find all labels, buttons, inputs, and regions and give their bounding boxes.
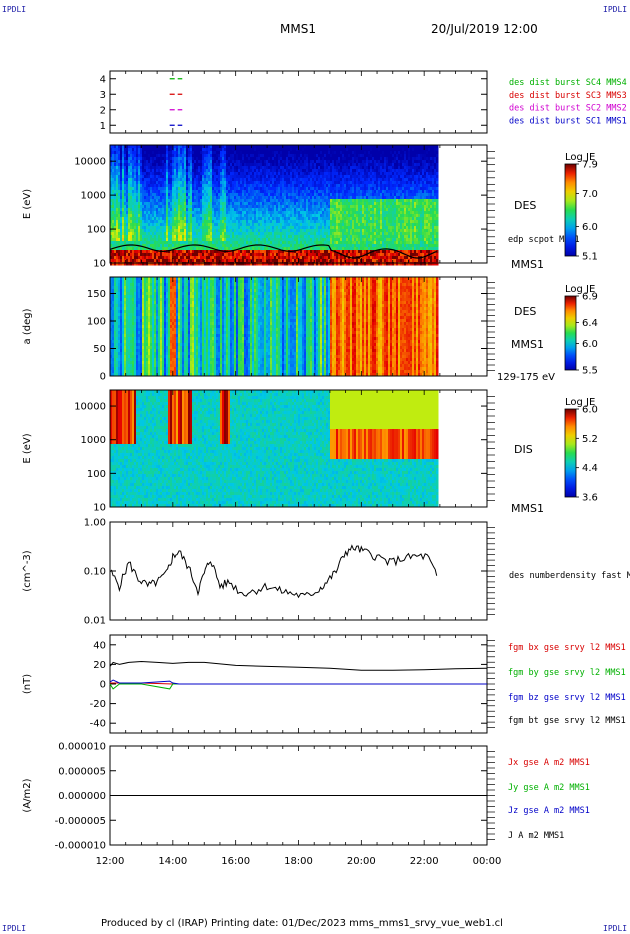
colorbar-tick-label-3: 4.4 — [582, 463, 598, 474]
density-line — [109, 544, 438, 599]
y-axis-label-1: E (eV) — [22, 189, 33, 219]
colorbar-title-3: Log JE — [565, 397, 595, 408]
y-tick-label-3: 10000 — [74, 402, 106, 413]
colorbar-tick-label-1: 6.0 — [582, 222, 598, 233]
y-tick-label-2: 0 — [100, 372, 106, 383]
y-tick-label-5: 40 — [93, 640, 106, 651]
y-tick-label-6: 0.000000 — [58, 791, 106, 802]
legend-density: des numberdensity fast M — [509, 571, 630, 581]
legend-j-3: J A m2 MMS1 — [508, 831, 564, 841]
colorbar-1 — [564, 163, 577, 257]
y-tick-label-2: 150 — [87, 289, 106, 300]
y-axis-label-6: (A/m2) — [22, 778, 33, 812]
colorbar-tick-label-1: 5.1 — [582, 252, 598, 263]
legend-b-0: fgm bx gse srvy l2 MMS1 — [508, 643, 626, 653]
x-tick-label: 12:00 — [96, 856, 125, 867]
y-tick-label-1: 100 — [87, 225, 106, 236]
y-tick-label-6: 0.000005 — [58, 766, 106, 777]
panel-label-des: DES — [514, 199, 536, 212]
corner-label-bl: IPDLI — [2, 924, 27, 933]
colorbar-tick-label-2: 6.9 — [582, 292, 598, 303]
x-tick-label: 00:00 — [473, 856, 502, 867]
y-tick-label-3: 10 — [93, 503, 106, 514]
y-tick-label-3: 100 — [87, 469, 106, 480]
scpot-line — [109, 244, 437, 259]
y-tick-label-5: -20 — [90, 699, 106, 710]
y-axis-label-2: a (deg) — [22, 308, 33, 344]
legend-label-3: des dist burst SC3 MMS3 — [509, 91, 627, 101]
legend-b-3: fgm bt gse srvy l2 MMS1 — [508, 716, 626, 726]
y-tick-label-5: 0 — [100, 680, 106, 691]
colorbar-2 — [564, 295, 577, 371]
colorbar-tick-label-3: 5.2 — [582, 434, 598, 445]
colorbar-tick-label-2: 6.0 — [582, 339, 598, 350]
panel-label-energy-range: 129-175 eV — [497, 372, 555, 383]
panel-label-mms1: MMS1 — [511, 338, 544, 351]
y-tick-label-0: 4 — [100, 74, 106, 85]
y-tick-label-0: 3 — [100, 90, 106, 101]
spectrogram-des-energy — [110, 145, 439, 266]
y-tick-label-3: 1000 — [81, 435, 106, 446]
legend-label-1: des dist burst SC1 MMS1 — [509, 116, 627, 126]
panel-label-mms1: MMS1 — [511, 258, 544, 271]
y-tick-label-1: 10000 — [74, 157, 106, 168]
colorbar-tick-label-2: 6.4 — [582, 318, 598, 329]
colorbar-tick-label-3: 3.6 — [582, 493, 598, 504]
y-tick-label-2: 50 — [93, 344, 106, 355]
panel-label-scpot: edp scpot MMS1 — [508, 235, 580, 245]
x-tick-label: 16:00 — [221, 856, 250, 867]
x-tick-label: 22:00 — [410, 856, 439, 867]
corner-label-tl: IPDLI — [2, 5, 27, 14]
legend-b-1: fgm by gse srvy l2 MMS1 — [508, 668, 626, 678]
b-series-2 — [109, 679, 487, 685]
y-axis-label-5: (nT) — [22, 674, 33, 694]
panel-label-des: DES — [514, 305, 536, 318]
y-tick-label-4: 0.01 — [84, 616, 106, 627]
corner-label-tr: IPDLI — [603, 5, 628, 14]
y-tick-label-4: 1.00 — [84, 518, 106, 529]
spectrogram-des-pitch-angle — [110, 277, 439, 377]
corner-label-br: IPDLI — [603, 924, 628, 933]
colorbar-title-1: Log JE — [565, 152, 595, 163]
legend-label-2: des dist burst SC2 MMS2 — [509, 104, 627, 114]
y-tick-label-5: 20 — [93, 660, 106, 671]
colorbar-3 — [564, 408, 577, 498]
colorbar-tick-label-3: 6.0 — [582, 405, 598, 416]
y-tick-label-4: 0.10 — [84, 567, 106, 578]
y-tick-label-5: -40 — [90, 719, 106, 730]
spectrogram-dis-energy — [110, 390, 439, 508]
y-tick-label-1: 10 — [93, 259, 106, 270]
y-tick-label-6: -0.000005 — [55, 816, 106, 827]
y-tick-label-2: 100 — [87, 317, 106, 328]
b-series-1 — [109, 683, 487, 690]
x-tick-label: 14:00 — [158, 856, 187, 867]
legend-b-2: fgm bz gse srvy l2 MMS1 — [508, 693, 626, 703]
x-tick-label: 20:00 — [347, 856, 376, 867]
y-axis-label-3: E (eV) — [22, 433, 33, 463]
y-tick-label-0: 2 — [100, 105, 106, 116]
colorbar-title-2: Log JE — [565, 284, 595, 295]
x-tick-label: 18:00 — [284, 856, 313, 867]
y-axis-label-4: (cm^-3) — [22, 550, 33, 591]
y-tick-label-6: 0.000010 — [58, 742, 106, 753]
colorbar-tick-label-2: 5.5 — [582, 366, 598, 377]
y-tick-label-1: 1000 — [81, 191, 106, 202]
legend-j-1: Jy gse A m2 MMS1 — [508, 783, 590, 793]
datetime-title: 20/Jul/2019 12:00 — [431, 22, 538, 36]
legend-j-0: Jx gse A m2 MMS1 — [508, 758, 590, 768]
colorbar-tick-label-1: 7.9 — [582, 160, 598, 171]
panel-frame-4 — [109, 521, 488, 621]
colorbar-tick-label-1: 7.0 — [582, 189, 598, 200]
panel-frame-0 — [109, 70, 488, 134]
panel-label-mms1: MMS1 — [511, 502, 544, 515]
b-series-3 — [109, 660, 488, 671]
footer-credit: Produced by cl (IRAP) Printing date: 01/… — [101, 918, 503, 929]
spacecraft-title: MMS1 — [280, 22, 316, 36]
y-tick-label-0: 1 — [100, 121, 106, 132]
panel-label-dis: DIS — [514, 443, 533, 456]
legend-label-4: des dist burst SC4 MMS4 — [509, 78, 627, 88]
y-tick-label-6: -0.000010 — [55, 841, 106, 852]
legend-j-2: Jz gse A m2 MMS1 — [508, 806, 590, 816]
